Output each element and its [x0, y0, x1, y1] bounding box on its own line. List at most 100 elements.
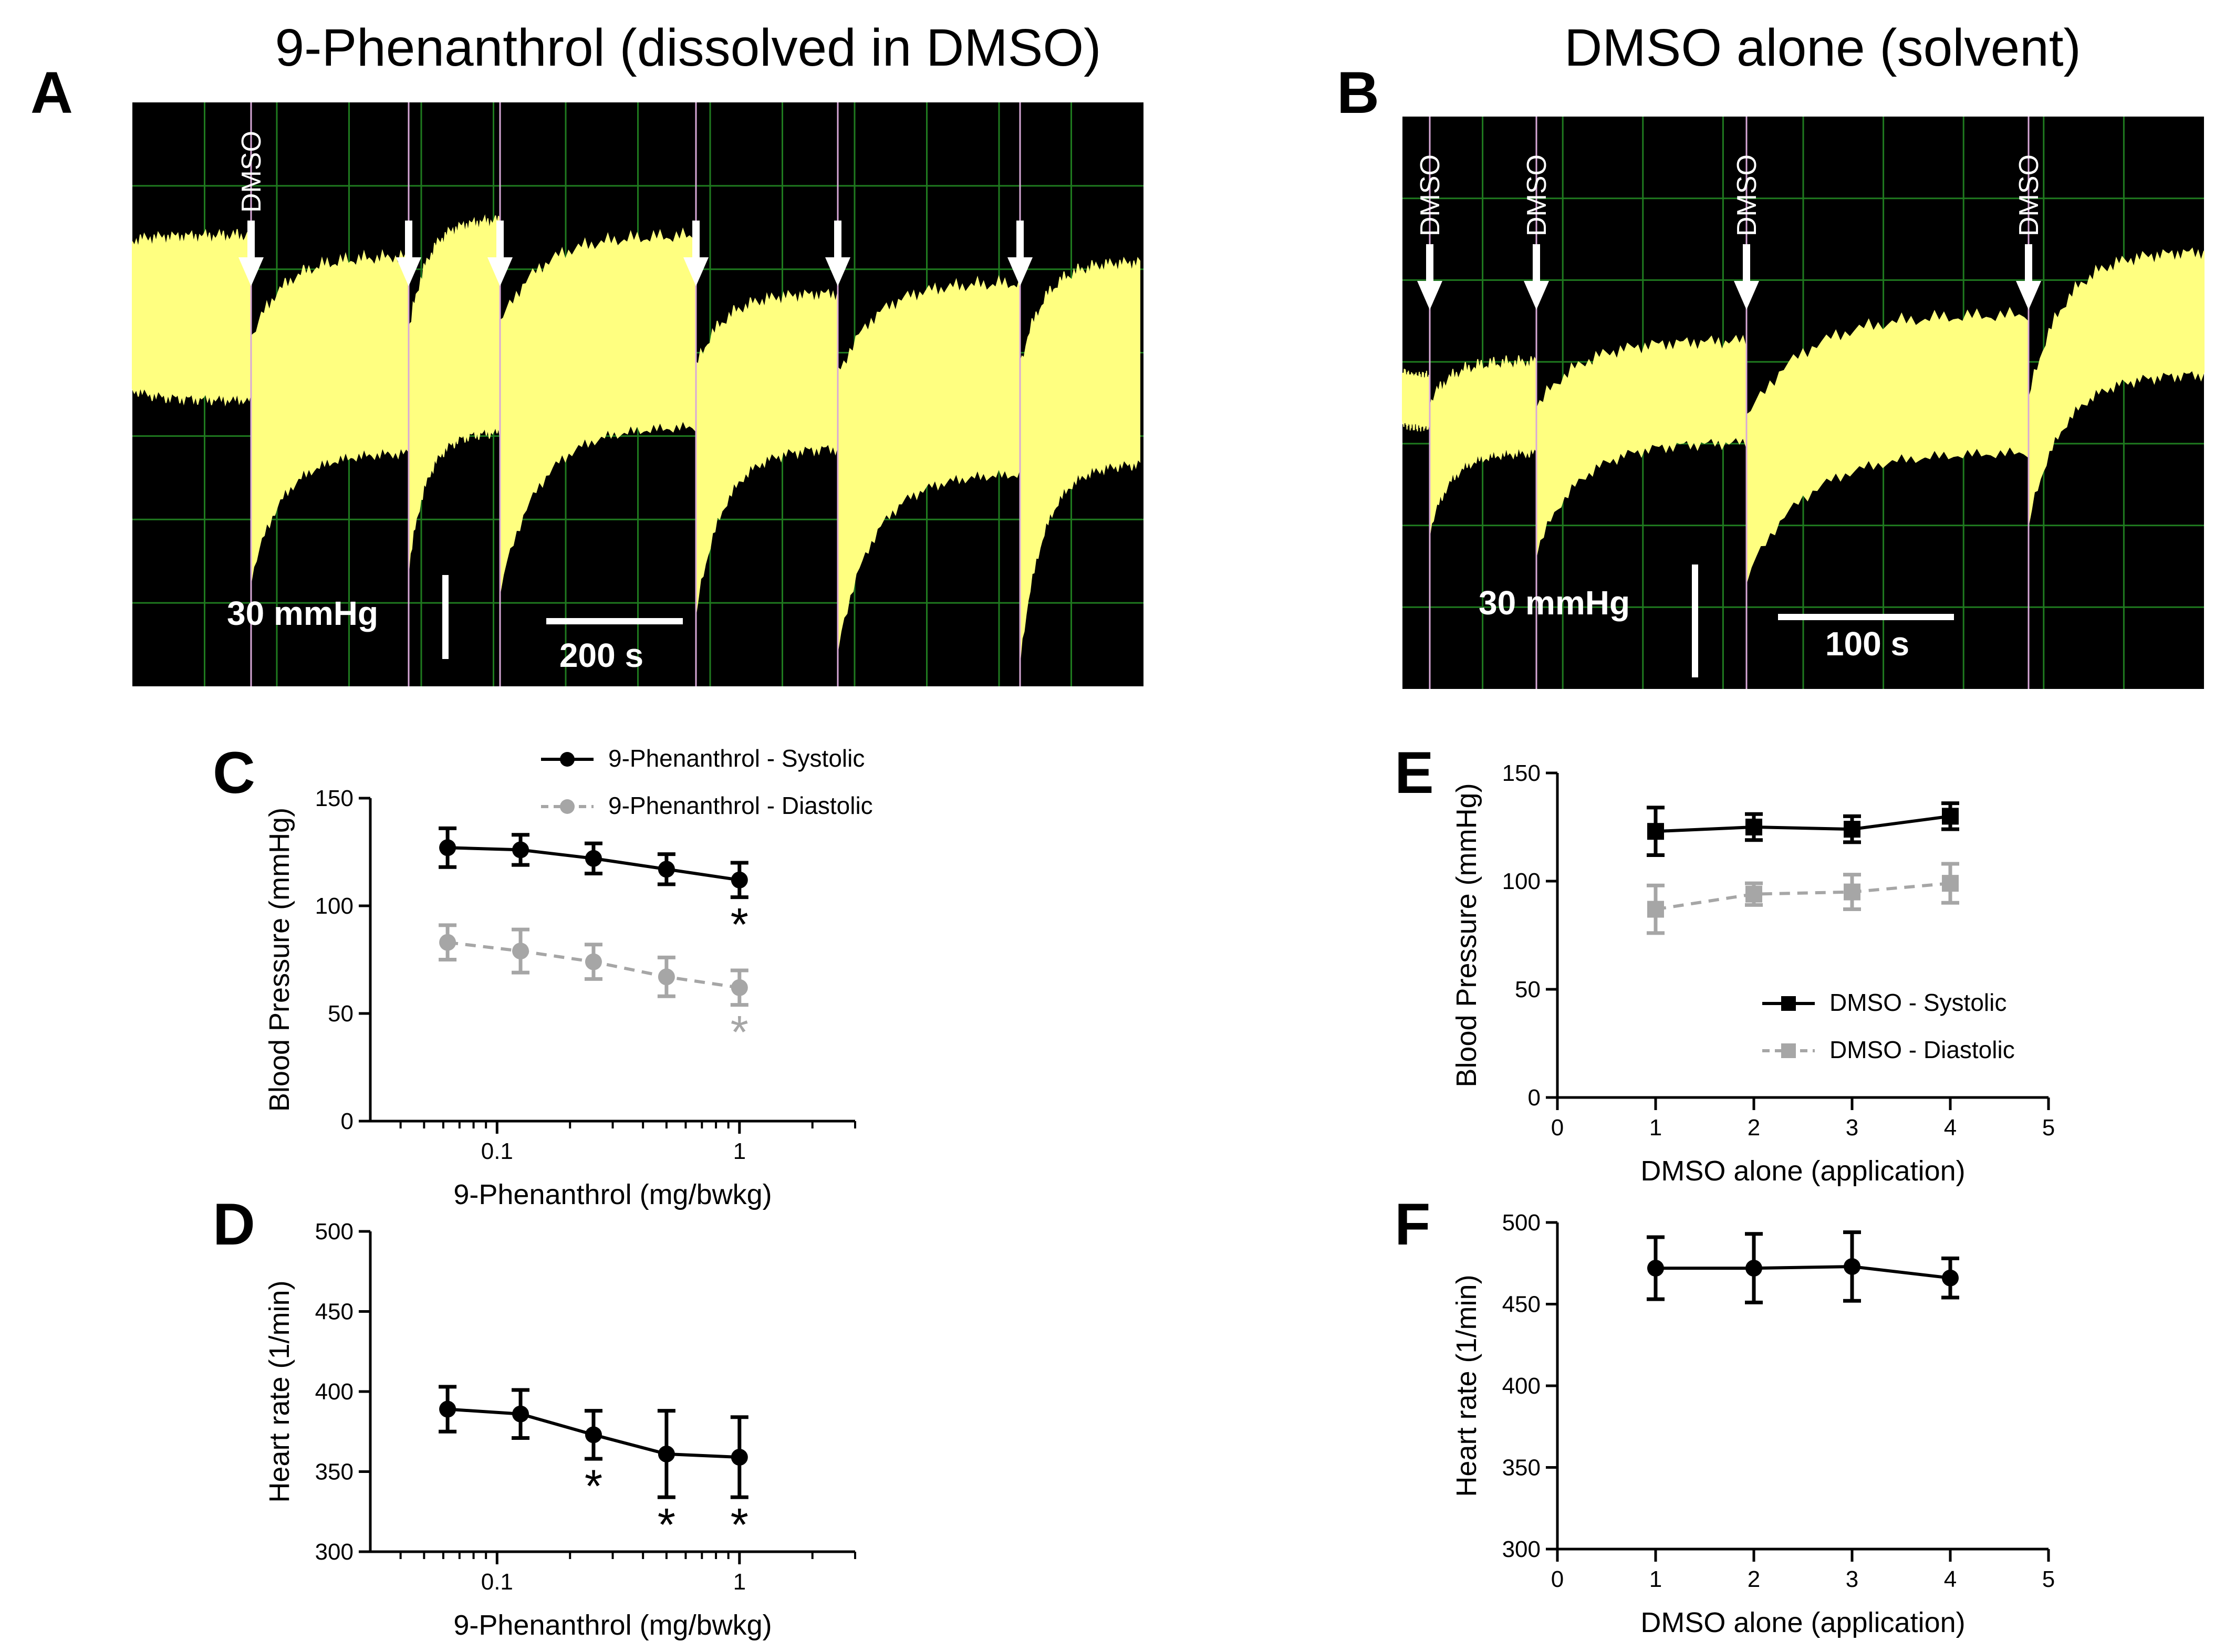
- y-tick-label: 50: [1515, 977, 1541, 1002]
- y-axis-label: Blood Pressure (mmHg): [264, 808, 295, 1112]
- trace-title-b: DMSO alone (solvent): [1564, 18, 2081, 77]
- data-point: [658, 861, 675, 878]
- pressure-scale-label: 30 mmHg: [227, 594, 378, 632]
- x-tick-label: 4: [1944, 1566, 1957, 1592]
- data-point: [1942, 1269, 1959, 1287]
- x-tick-label: 5: [2042, 1566, 2055, 1592]
- event-label: DMSO: [2014, 154, 2044, 236]
- x-tick-label: 1: [733, 1138, 746, 1164]
- x-axis-label: 9-Phenanthrol (mg/bwkg): [453, 1609, 772, 1641]
- data-point: [658, 968, 675, 986]
- y-tick-label: 150: [1502, 760, 1541, 786]
- event-label: DMSO: [1522, 154, 1552, 236]
- data-point: [731, 1449, 748, 1466]
- data-point: [1647, 823, 1664, 840]
- chart-c: 0 50 100 150 0.1 1 9-Phenanthrol (mg/bwkg) Bloo…: [264, 745, 873, 1210]
- panel-letter-c: C: [213, 740, 255, 806]
- down-arrow-icon: [1007, 257, 1033, 286]
- x-tick-label: 1: [1649, 1115, 1662, 1141]
- down-arrow-icon: [396, 257, 421, 286]
- data-point: [731, 979, 748, 996]
- x-axis-label: 9-Phenanthrol (mg/bwkg): [453, 1179, 772, 1210]
- data-point: [1745, 1260, 1762, 1277]
- chart-d: 300 350 400 450 500 0.1 1 9-Phenanthrol (mg/bwk…: [264, 1219, 856, 1641]
- series-line: [1655, 882, 1951, 911]
- time-scale-label: 200 s: [559, 636, 643, 674]
- data-point: [658, 1445, 675, 1462]
- data-point: [439, 839, 456, 856]
- legend-marker: [1781, 1043, 1796, 1058]
- data-point: [585, 953, 602, 970]
- y-tick-label: 300: [1502, 1536, 1541, 1562]
- pressure-waveform: [132, 214, 1140, 662]
- y-tick-label: 400: [1502, 1373, 1541, 1399]
- x-tick-label: 2: [1748, 1566, 1760, 1592]
- data-point: [585, 850, 602, 867]
- event-label: DMSO: [1415, 154, 1446, 236]
- event-label: DMSO: [1732, 154, 1762, 236]
- panel-letter-f: F: [1395, 1191, 1430, 1257]
- data-point: [1745, 885, 1762, 903]
- series-line: [1656, 1264, 1951, 1280]
- x-tick-label: 1: [1649, 1566, 1662, 1592]
- panel-letter-b: B: [1337, 60, 1379, 126]
- panel-letter-e: E: [1395, 740, 1434, 806]
- y-tick-label: 100: [1502, 869, 1541, 894]
- data-point: [512, 1405, 529, 1423]
- legend-label: DMSO - Diastolic: [1829, 1036, 2015, 1063]
- down-arrow-icon: [238, 257, 264, 286]
- legend-marker: [1781, 996, 1796, 1011]
- x-tick-label: 4: [1944, 1115, 1957, 1141]
- trace-title-a: 9-Phenanthrol (dissolved in DMSO): [275, 18, 1101, 77]
- data-point: [439, 1400, 456, 1418]
- y-tick-label: 100: [315, 893, 353, 919]
- data-point: [439, 934, 456, 951]
- significance-star: *: [731, 1006, 748, 1058]
- y-axis-label: Blood Pressure (mmHg): [1451, 783, 1482, 1087]
- data-point: [1844, 883, 1860, 901]
- y-tick-label: 500: [315, 1219, 353, 1245]
- y-tick-label: 0: [1528, 1085, 1541, 1111]
- panel-letter-d: D: [213, 1191, 255, 1257]
- down-arrow-icon: [1417, 281, 1442, 310]
- y-tick-label: 450: [1502, 1292, 1541, 1318]
- data-point: [512, 841, 529, 859]
- x-tick-label: 0: [1551, 1566, 1564, 1592]
- x-tick-label: 3: [1846, 1115, 1858, 1141]
- x-axis-label: DMSO alone (application): [1640, 1155, 1965, 1187]
- significance-star: *: [658, 1498, 675, 1550]
- down-arrow-icon: [1734, 281, 1759, 310]
- down-arrow-icon: [825, 257, 850, 286]
- y-tick-label: 350: [315, 1459, 353, 1485]
- data-point: [585, 1426, 602, 1444]
- data-point: [1942, 875, 1959, 892]
- legend-marker: [560, 752, 575, 767]
- data-point: [1647, 1260, 1664, 1277]
- series-line: [1655, 814, 1951, 833]
- pressure-scale-label: 30 mmHg: [1479, 584, 1630, 622]
- down-arrow-icon: [2016, 281, 2041, 310]
- legend-label: 9-Phenanthrol - Systolic: [608, 745, 865, 772]
- legend-label: 9-Phenanthrol - Diastolic: [608, 792, 873, 819]
- y-tick-label: 150: [315, 786, 353, 811]
- time-scale-label: 100 s: [1825, 625, 1909, 663]
- data-point: [1745, 819, 1762, 835]
- y-tick-label: 50: [328, 1001, 353, 1027]
- panel-letter-a: A: [30, 60, 73, 126]
- down-arrow-icon: [1524, 281, 1549, 310]
- y-tick-label: 300: [315, 1539, 353, 1565]
- significance-star: *: [585, 1460, 602, 1512]
- y-tick-label: 0: [341, 1109, 353, 1134]
- pressure-trace-b: DMSO DMSO DMSO DMSO 30 mmHg 100 s: [1402, 117, 2205, 689]
- x-tick-label: 0: [1551, 1115, 1564, 1141]
- y-axis-label: Heart rate (1/min): [264, 1280, 295, 1502]
- significance-star: *: [731, 898, 748, 950]
- y-tick-label: 500: [1502, 1210, 1541, 1236]
- data-point: [1942, 808, 1959, 825]
- data-point: [1844, 1258, 1860, 1275]
- data-point: [1647, 901, 1664, 918]
- significance-star: *: [731, 1498, 748, 1550]
- down-arrow-icon: [683, 257, 709, 286]
- legend-marker: [560, 799, 575, 814]
